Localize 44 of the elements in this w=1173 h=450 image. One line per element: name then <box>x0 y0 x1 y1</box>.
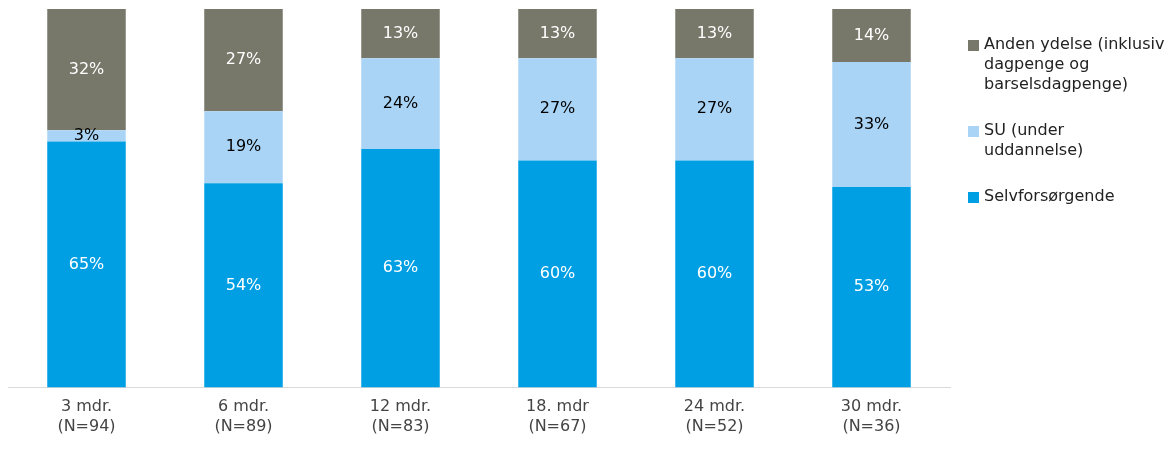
data-label: 33% <box>853 113 890 133</box>
bar <box>47 141 126 388</box>
legend-label: SU (under uddannelse) <box>984 120 1084 159</box>
bar <box>518 9 597 59</box>
data-label: 13% <box>539 22 576 42</box>
data-label: 63% <box>382 257 419 277</box>
legend-label: Anden ydelse (inklusiv dagpenge og barselsdagpenge) <box>984 34 1165 93</box>
bar <box>204 9 283 112</box>
data-label: 53% <box>853 276 890 296</box>
data-label: 13% <box>382 22 419 42</box>
bar <box>204 183 283 388</box>
data-label: 19% <box>225 136 262 156</box>
data-label: 3% <box>73 124 100 144</box>
data-label: 27% <box>225 49 262 69</box>
bar <box>204 111 283 184</box>
bar <box>675 9 754 59</box>
data-label: 65% <box>68 253 105 273</box>
bar <box>47 130 126 142</box>
data-label: 32% <box>68 58 105 78</box>
bar <box>675 58 754 161</box>
bar <box>832 62 911 187</box>
legend-label: Selvforsørgende <box>984 186 1115 205</box>
x-tick-label: 6 mdr. (N=89) <box>214 396 273 435</box>
data-label: 13% <box>696 22 733 42</box>
data-label: 24% <box>382 92 419 112</box>
data-label: 60% <box>696 263 733 283</box>
bar <box>832 9 911 62</box>
bar <box>361 9 440 59</box>
data-label: 27% <box>696 98 733 118</box>
bar <box>361 149 440 388</box>
bar <box>832 186 911 388</box>
data-label: 14% <box>853 24 890 44</box>
x-tick-label: 24 mdr. (N=52) <box>683 396 746 435</box>
data-label: 54% <box>225 274 262 294</box>
data-label: 60% <box>539 263 576 283</box>
x-tick-label: 12 mdr. (N=83) <box>369 396 432 435</box>
bar <box>518 58 597 161</box>
bar <box>361 58 440 150</box>
data-label: 27% <box>539 98 576 118</box>
x-tick-label: 18. mdr (N=67) <box>526 396 590 435</box>
x-tick-label: 30 mdr. (N=36) <box>840 396 903 435</box>
bar <box>518 160 597 388</box>
x-tick-label: 3 mdr. (N=94) <box>57 396 116 435</box>
bar <box>675 160 754 388</box>
